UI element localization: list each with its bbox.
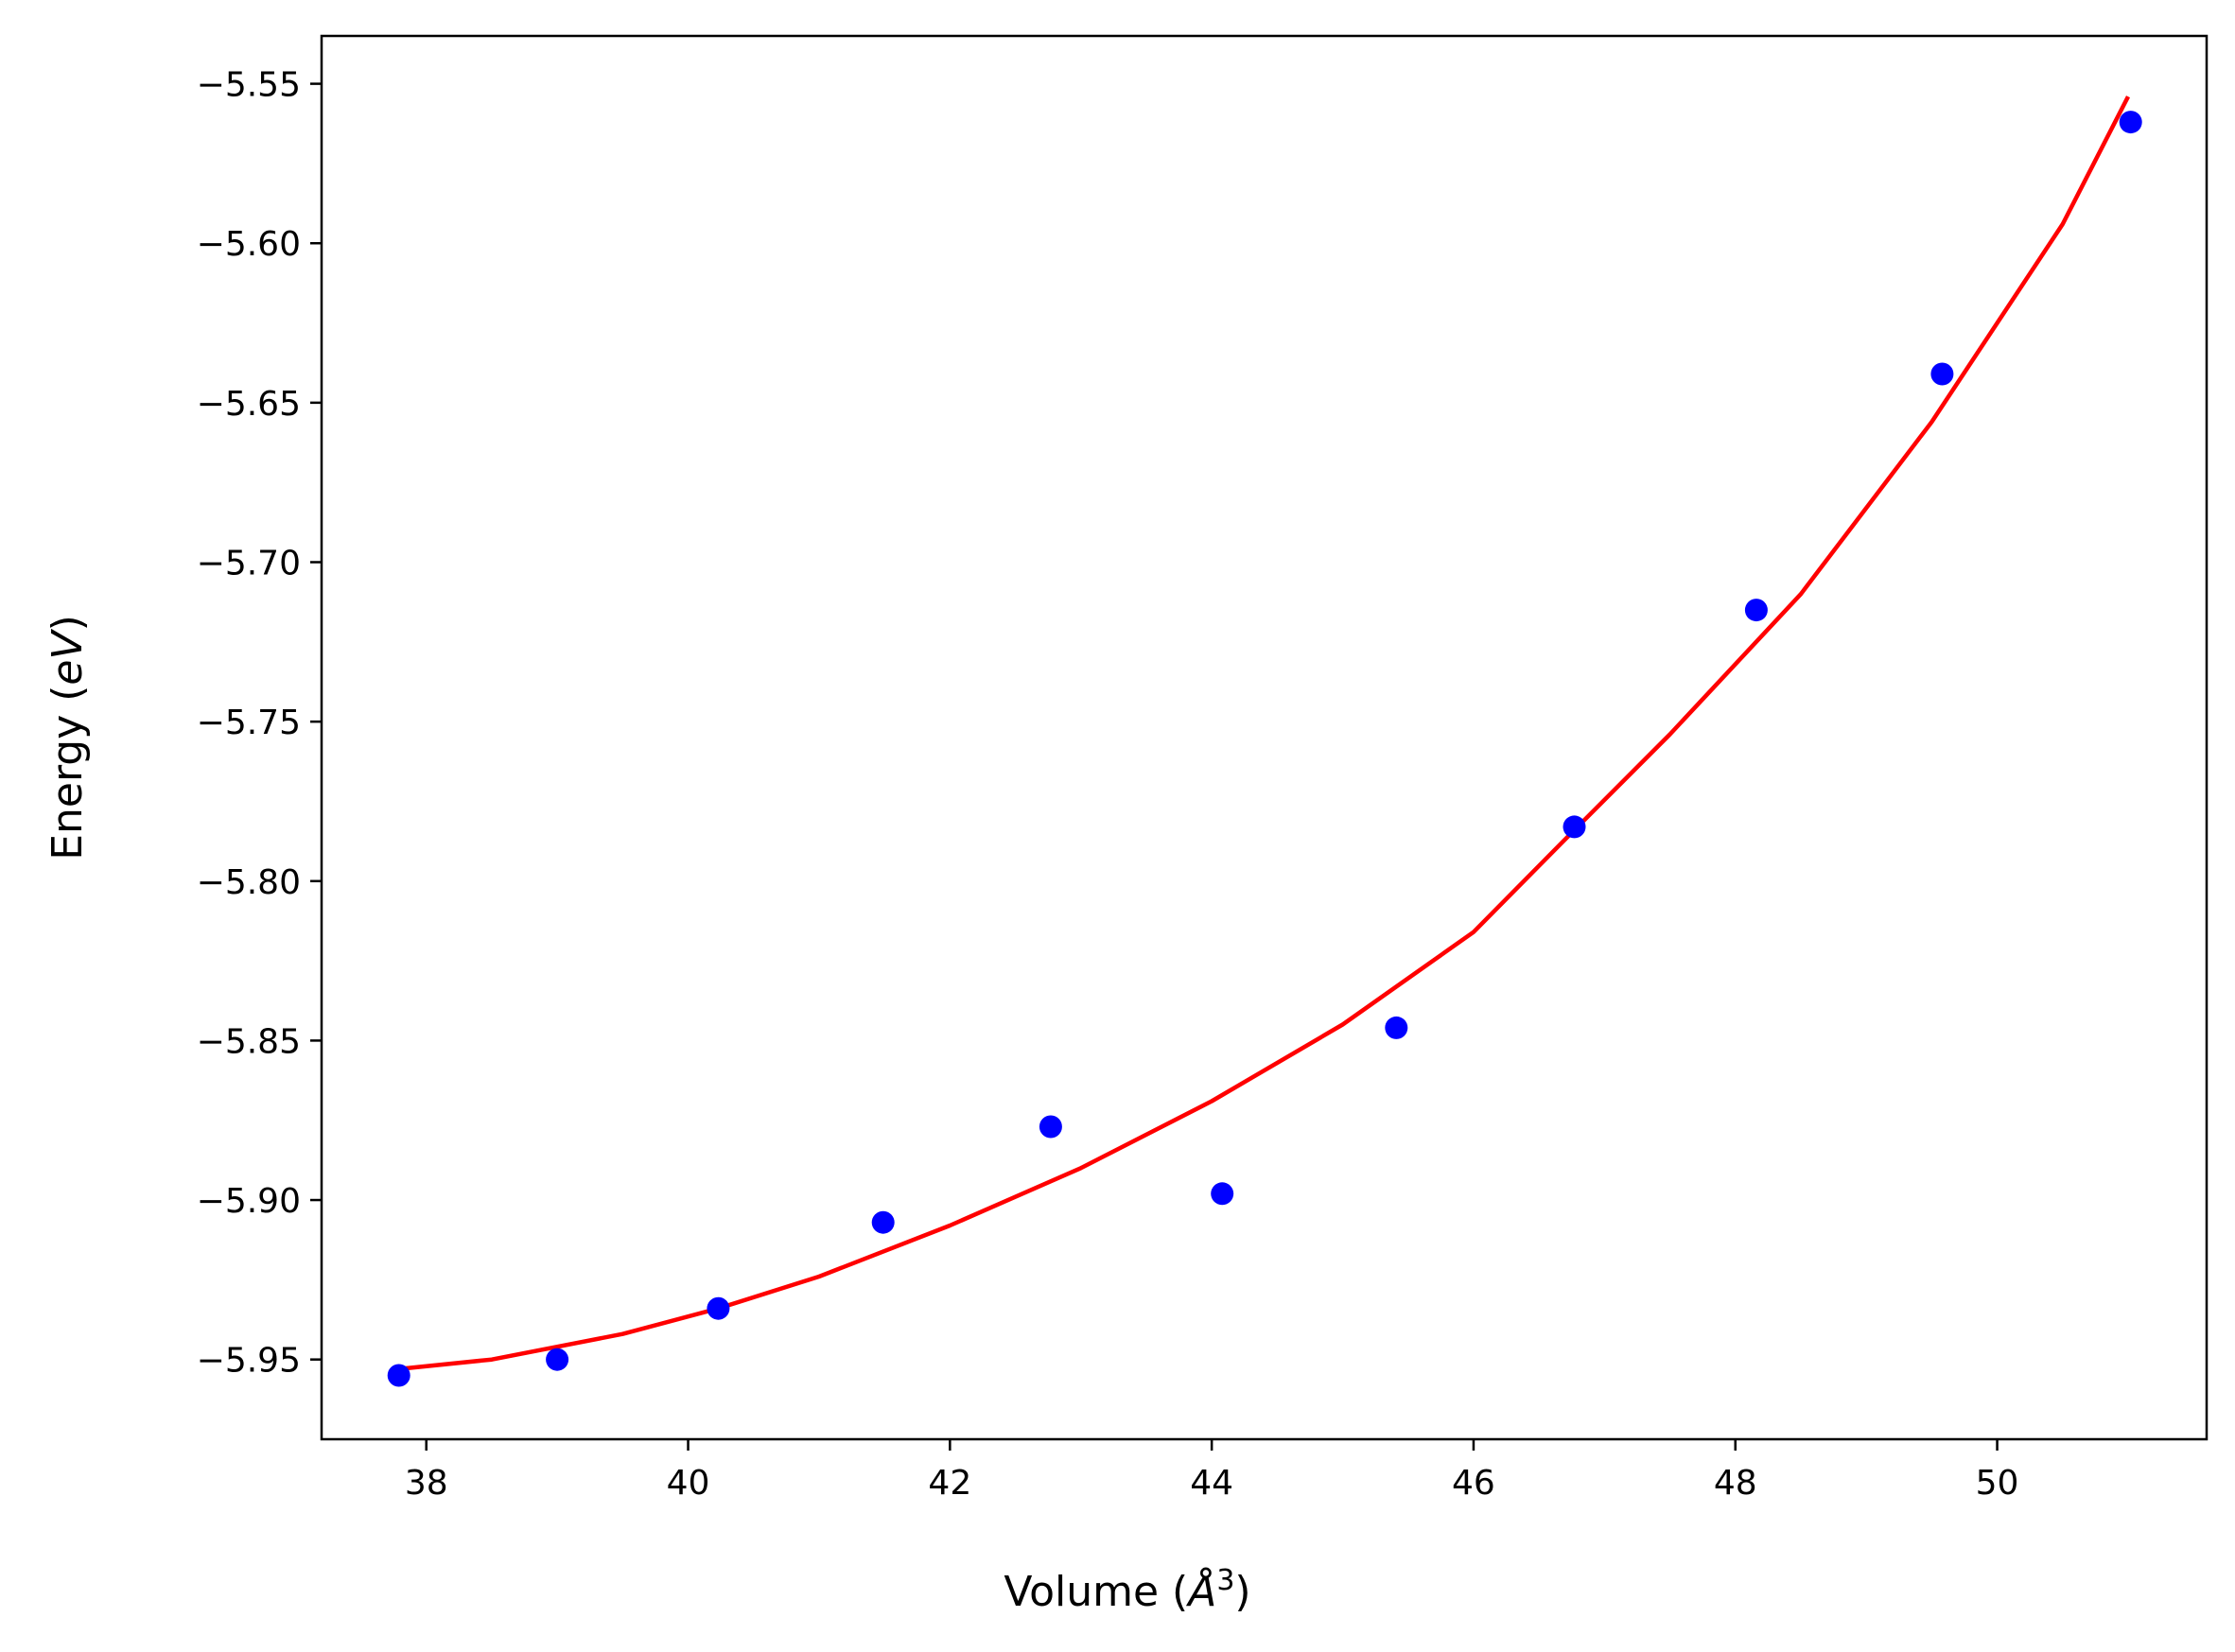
data-point: [1385, 1016, 1408, 1039]
data-point: [1211, 1182, 1234, 1206]
x-tick-label: 40: [667, 1464, 710, 1503]
plot-area: [387, 96, 2142, 1387]
x-tick-label: 46: [1452, 1464, 1495, 1503]
y-tick-label: −5.90: [197, 1182, 301, 1221]
x-tick-label: 50: [1976, 1464, 2019, 1503]
x-tick-label: 44: [1190, 1464, 1233, 1503]
x-tick-label: 38: [405, 1464, 448, 1503]
y-tick-label: −5.65: [197, 385, 301, 424]
plot-frame: [320, 34, 2209, 1441]
data-point: [2119, 111, 2142, 134]
y-axis-label: Energy (eV): [44, 615, 92, 861]
x-axis-label: Volume (Å3): [1004, 1564, 1250, 1617]
data-point: [1563, 815, 1586, 839]
y-tick-label: −5.70: [197, 545, 301, 583]
y-tick-label: −5.55: [197, 66, 301, 105]
data-point: [1930, 362, 1954, 386]
y-tick-label: −5.75: [197, 704, 301, 742]
x-axis: 38 40 42 44 46 48 50: [405, 1439, 2019, 1503]
fit-curve: [398, 96, 2131, 1372]
x-tick-label: 48: [1714, 1464, 1757, 1503]
data-point: [1039, 1115, 1062, 1139]
y-tick-label: −5.60: [197, 225, 301, 264]
data-point: [546, 1348, 569, 1371]
data-point: [707, 1296, 730, 1320]
y-tick-label: −5.80: [197, 863, 301, 902]
data-point: [871, 1210, 895, 1234]
data-point: [387, 1364, 410, 1387]
x-tick-label: 42: [928, 1464, 971, 1503]
y-tick-label: −5.95: [197, 1342, 301, 1381]
y-axis: −5.55 −5.60 −5.65 −5.70 −5.75 −5.80 −5.85 −5.90…: [197, 66, 322, 1381]
y-tick-label: −5.85: [197, 1022, 301, 1061]
data-point: [1744, 599, 1768, 622]
